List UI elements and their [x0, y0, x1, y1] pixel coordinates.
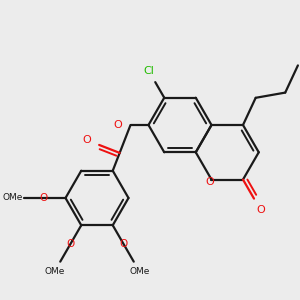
Text: O: O	[39, 193, 48, 203]
Text: O: O	[66, 239, 74, 249]
Text: O: O	[120, 239, 128, 249]
Text: OMe: OMe	[129, 267, 149, 276]
Text: O: O	[206, 177, 214, 187]
Text: Cl: Cl	[143, 66, 154, 76]
Text: O: O	[113, 120, 122, 130]
Text: OMe: OMe	[2, 194, 23, 202]
Text: O: O	[83, 135, 92, 145]
Text: OMe: OMe	[45, 267, 65, 276]
Text: O: O	[256, 205, 265, 215]
